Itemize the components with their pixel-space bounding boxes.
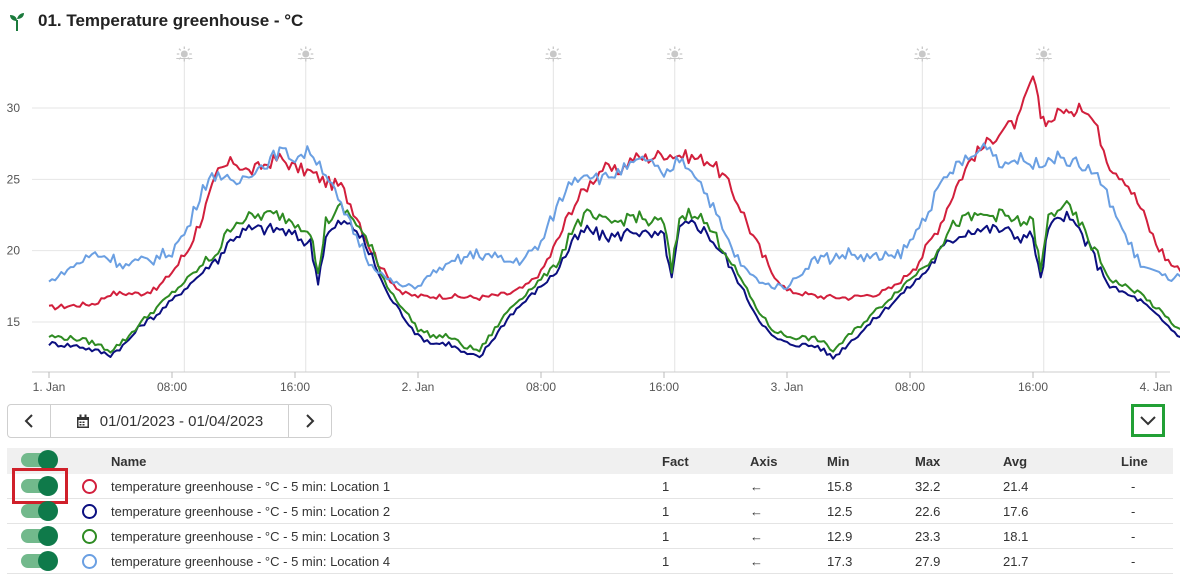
- y-tick-label: 30: [7, 101, 21, 115]
- seedling-icon: [10, 13, 24, 31]
- series-visibility-toggle[interactable]: [21, 501, 58, 521]
- table-header: Name Fact Axis Min Max Avg Line: [7, 448, 1173, 474]
- previous-period-button[interactable]: [7, 404, 51, 438]
- col-max: Max: [915, 453, 941, 469]
- table-row[interactable]: temperature greenhouse - °C - 5 min: Loc…: [7, 524, 1173, 549]
- series-fact: 1: [662, 528, 670, 544]
- y-tick-label: 25: [7, 172, 21, 186]
- series-avg: 17.6: [1003, 503, 1029, 519]
- x-tick-label: 08:00: [526, 380, 556, 394]
- toggle-all-series[interactable]: [21, 450, 58, 470]
- col-fact: Fact: [662, 453, 689, 469]
- series-min: 12.5: [827, 503, 853, 519]
- calendar-icon: [76, 414, 89, 428]
- series-line: -: [1131, 528, 1136, 544]
- x-tick-label: 08:00: [157, 380, 187, 394]
- series-line-4: [48, 142, 1180, 290]
- date-range-text: 01/01/2023 - 01/04/2023: [99, 412, 264, 430]
- x-tick-label: 4. Jan: [1140, 380, 1173, 394]
- series-name: temperature greenhouse - °C - 5 min: Loc…: [111, 528, 391, 544]
- chevron-down-icon: [1140, 415, 1156, 425]
- selection-highlight: [12, 468, 68, 504]
- col-avg: Avg: [1003, 453, 1028, 469]
- date-navigation: 01/01/2023 - 01/04/2023: [7, 404, 332, 438]
- col-axis: Axis: [750, 453, 778, 469]
- series-axis[interactable]: ←: [750, 503, 763, 519]
- next-period-button[interactable]: [289, 404, 332, 438]
- series-visibility-toggle[interactable]: [21, 476, 58, 496]
- series-color-marker: [82, 479, 97, 494]
- expand-legend-button[interactable]: [1131, 404, 1165, 437]
- chevron-left-icon: [24, 414, 33, 428]
- series-line-1: [48, 75, 1180, 311]
- series-name: temperature greenhouse - °C - 5 min: Loc…: [111, 553, 391, 569]
- col-min: Min: [827, 453, 850, 469]
- series-visibility-toggle[interactable]: [21, 551, 58, 571]
- table-row[interactable]: temperature greenhouse - °C - 5 min: Loc…: [7, 499, 1173, 524]
- series-max: 23.3: [915, 528, 941, 544]
- series-line: -: [1131, 478, 1136, 494]
- series-axis[interactable]: ←: [750, 478, 763, 494]
- x-tick-label: 2. Jan: [402, 380, 435, 394]
- series-name: temperature greenhouse - °C - 5 min: Loc…: [111, 503, 391, 519]
- series-avg: 21.7: [1003, 553, 1029, 569]
- series-min: 12.9: [827, 528, 853, 544]
- series-visibility-toggle[interactable]: [21, 526, 58, 546]
- temperature-line-chart[interactable]: 15 20 25 30 1. Jan 08:00 16:00 2. Jan 08:00 16:00…: [0, 38, 1180, 402]
- series-min: 15.8: [827, 478, 853, 494]
- series-max: 32.2: [915, 478, 941, 494]
- chart-header: 01. Temperature greenhouse - °C: [8, 8, 303, 34]
- series-line: -: [1131, 553, 1136, 569]
- date-range-picker[interactable]: 01/01/2023 - 01/04/2023: [51, 404, 289, 438]
- series-fact: 1: [662, 478, 670, 494]
- sun-icon: [914, 46, 931, 62]
- x-tick-label: 1. Jan: [33, 380, 66, 394]
- sun-icon: [176, 46, 193, 62]
- series-max: 27.9: [915, 553, 941, 569]
- series-axis[interactable]: ←: [750, 553, 763, 569]
- table-row[interactable]: temperature greenhouse - °C - 5 min: Loc…: [7, 549, 1173, 574]
- sun-icon: [666, 46, 683, 62]
- sun-icon: [545, 46, 562, 62]
- series-avg: 18.1: [1003, 528, 1029, 544]
- series-fact: 1: [662, 553, 670, 569]
- series-color-marker: [82, 504, 97, 519]
- table-row[interactable]: temperature greenhouse - °C - 5 min: Loc…: [7, 468, 1173, 504]
- series-line-3: [48, 200, 1180, 354]
- y-tick-label: 15: [7, 315, 21, 329]
- series-min: 17.3: [827, 553, 853, 569]
- series-color-marker: [82, 529, 97, 544]
- series-name: temperature greenhouse - °C - 5 min: Loc…: [111, 478, 391, 494]
- series-color-marker: [82, 554, 97, 569]
- chevron-right-icon: [306, 414, 315, 428]
- series-line: -: [1131, 503, 1136, 519]
- series-axis[interactable]: ←: [750, 528, 763, 544]
- sun-icon: [1035, 46, 1052, 62]
- series-avg: 21.4: [1003, 478, 1029, 494]
- series-line-2: [48, 210, 1180, 360]
- col-line: Line: [1121, 453, 1148, 469]
- x-tick-label: 3. Jan: [771, 380, 804, 394]
- series-max: 22.6: [915, 503, 941, 519]
- y-tick-label: 20: [7, 244, 21, 258]
- chart-title: 01. Temperature greenhouse - °C: [38, 11, 304, 30]
- series-table: Name Fact Axis Min Max Avg Line temperat…: [7, 448, 1173, 574]
- series-fact: 1: [662, 503, 670, 519]
- x-tick-label: 16:00: [1018, 380, 1048, 394]
- col-name: Name: [111, 453, 147, 469]
- x-tick-label: 16:00: [649, 380, 679, 394]
- x-tick-label: 08:00: [895, 380, 925, 394]
- x-tick-label: 16:00: [280, 380, 310, 394]
- sun-icon: [297, 46, 314, 62]
